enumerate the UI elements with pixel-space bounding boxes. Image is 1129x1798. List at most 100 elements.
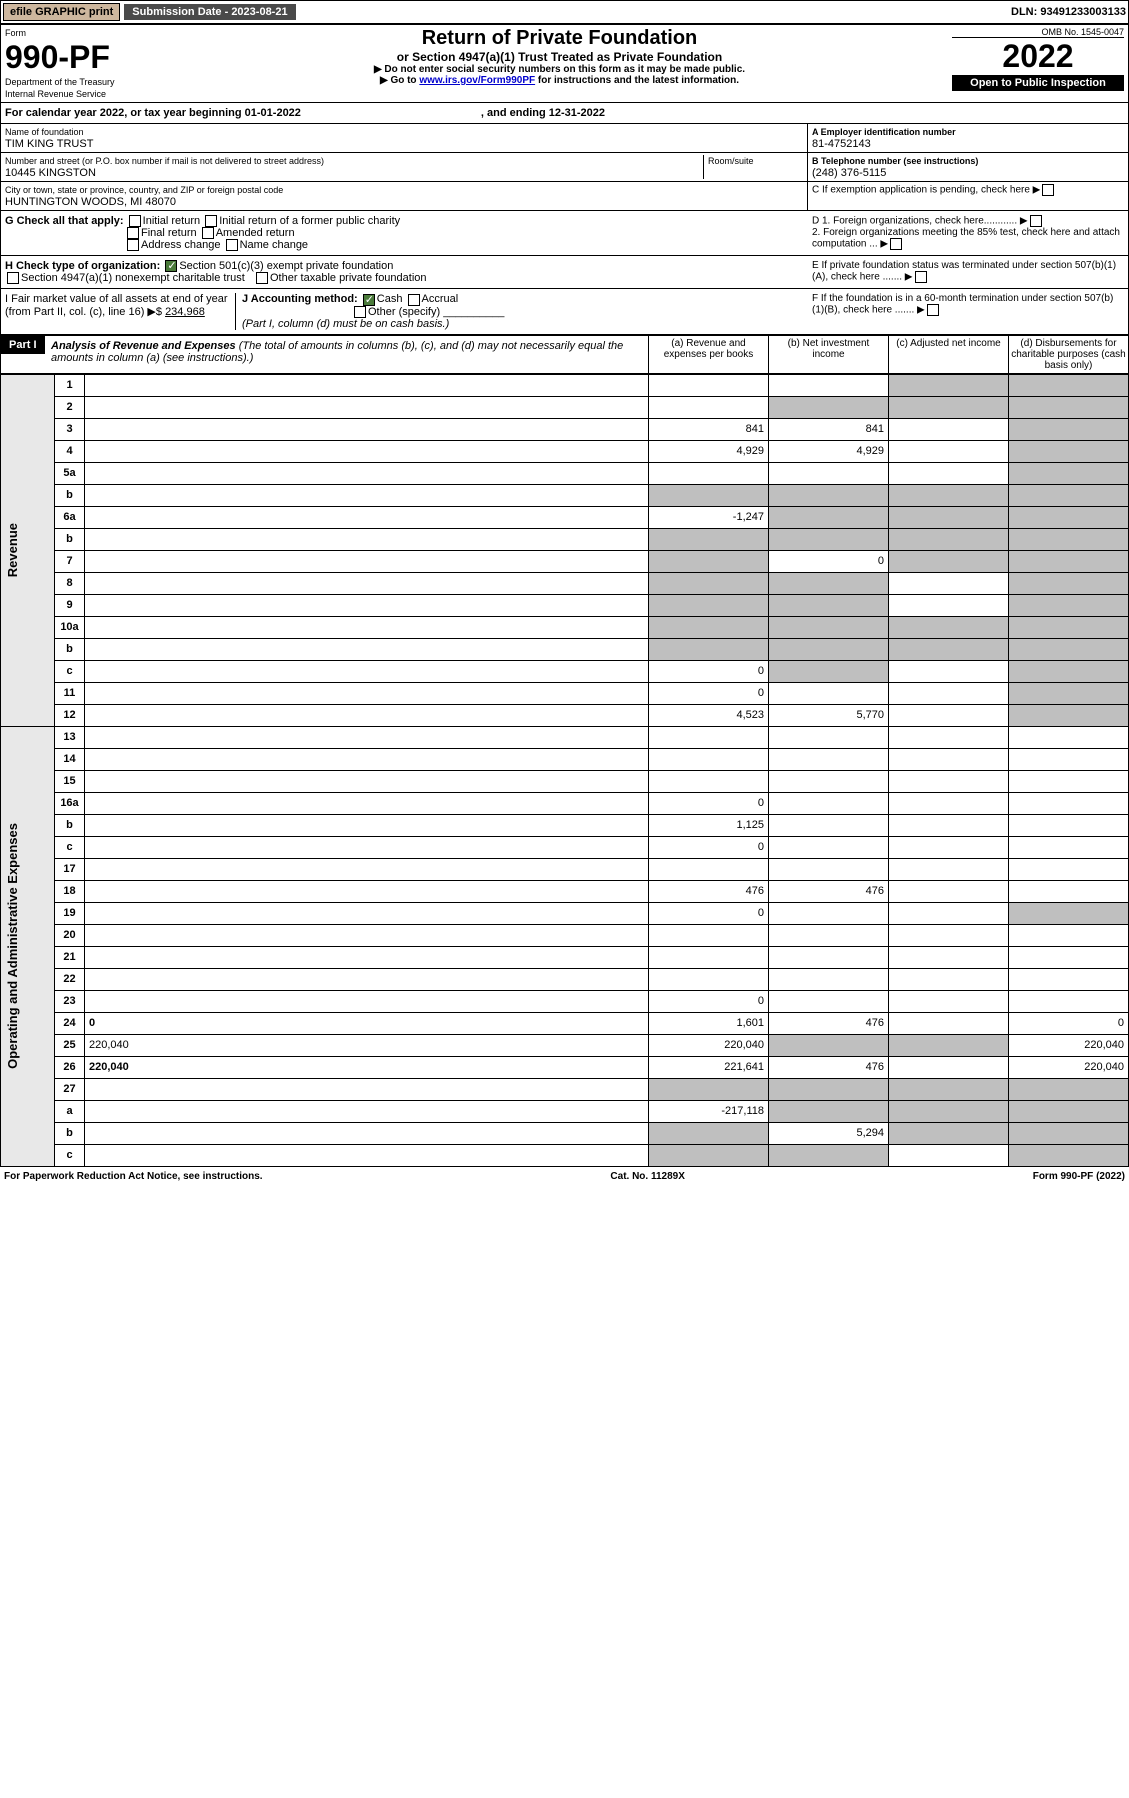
g-initial-former[interactable] [205,215,217,227]
g-name[interactable] [226,239,238,251]
h-4947[interactable] [7,272,19,284]
cell-a: 1,125 [649,814,769,836]
line-desc [85,836,649,858]
table-row: 230 [1,990,1129,1012]
cell-c [889,396,1009,418]
cell-c [889,1100,1009,1122]
cell-c [889,792,1009,814]
line-num: 13 [55,726,85,748]
cell-a: 4,523 [649,704,769,726]
cell-b [769,858,889,880]
cell-d [1009,682,1129,704]
line-desc [85,902,649,924]
line-num: 14 [55,748,85,770]
d1-box[interactable] [1030,215,1042,227]
line-num: 24 [55,1012,85,1034]
d2-box[interactable] [890,238,902,250]
line-desc [85,792,649,814]
g-addr[interactable] [127,239,139,251]
line-desc [85,770,649,792]
g-final[interactable] [127,227,139,239]
cell-b [769,1144,889,1166]
h-501c3[interactable] [165,260,177,272]
cell-c [889,440,1009,462]
line-num: 22 [55,968,85,990]
cell-d [1009,814,1129,836]
d2: 2. Foreign organizations meeting the 85%… [812,227,1120,250]
cell-a [649,924,769,946]
cell-d: 220,040 [1009,1034,1129,1056]
j-note: (Part I, column (d) must be on cash basi… [242,318,449,330]
line-desc [85,748,649,770]
cell-b [769,1034,889,1056]
link[interactable]: www.irs.gov/Form990PF [419,75,535,86]
j-acc[interactable] [408,294,420,306]
cell-d [1009,396,1129,418]
line-num: b [55,638,85,660]
cell-d [1009,924,1129,946]
line-desc [85,946,649,968]
line-num: 21 [55,946,85,968]
cell-a: 220,040 [649,1034,769,1056]
main-table: Revenue12384184144,9294,9295ab6a-1,247b7… [0,374,1129,1167]
line-num: 15 [55,770,85,792]
table-row: 27 [1,1078,1129,1100]
line-num: 5a [55,462,85,484]
side-expenses: Operating and Administrative Expenses [5,823,20,1069]
cell-c [889,924,1009,946]
c-box[interactable] [1042,184,1054,196]
note1: ▶ Do not enter social security numbers o… [175,64,944,75]
cell-a: 4,929 [649,440,769,462]
cell-d [1009,1100,1129,1122]
cell-b [769,726,889,748]
table-row: b1,125 [1,814,1129,836]
line-num: 4 [55,440,85,462]
g-lbl: G Check all that apply: [5,215,124,227]
g-amended[interactable] [202,227,214,239]
line-num: 16a [55,792,85,814]
j-cash[interactable] [363,294,375,306]
line-desc [85,1144,649,1166]
line-desc [85,550,649,572]
name-row: Name of foundationTIM KING TRUST A Emplo… [0,124,1129,153]
table-row: b5,294 [1,1122,1129,1144]
cell-c [889,484,1009,506]
efile-btn[interactable]: efile GRAPHIC print [3,3,120,21]
f-box[interactable] [927,304,939,316]
cell-a [649,484,769,506]
table-row: 17 [1,858,1129,880]
line-desc [85,968,649,990]
cell-c [889,704,1009,726]
addr-row: Number and street (or P.O. box number if… [0,153,1129,182]
line-num: 26 [55,1056,85,1078]
line-desc [85,682,649,704]
line-desc [85,484,649,506]
cell-b: 476 [769,1012,889,1034]
cell-a [649,572,769,594]
cell-c [889,374,1009,396]
cell-b [769,594,889,616]
cell-b [769,660,889,682]
line-num: 1 [55,374,85,396]
line-num: b [55,484,85,506]
table-row: b [1,484,1129,506]
cell-b [769,396,889,418]
col-d: (d) Disbursements for charitable purpose… [1008,336,1128,373]
pra: For Paperwork Reduction Act Notice, see … [4,1171,263,1182]
f-text: F If the foundation is in a 60-month ter… [812,293,1113,316]
col-a: (a) Revenue and expenses per books [648,336,768,373]
room-lbl: Room/suite [708,156,754,166]
line-num: 18 [55,880,85,902]
g-initial[interactable] [129,215,141,227]
table-row: Revenue1 [1,374,1129,396]
e-box[interactable] [915,271,927,283]
h-other[interactable] [256,272,268,284]
cell-d [1009,638,1129,660]
cell-a: -1,247 [649,506,769,528]
line-desc [85,726,649,748]
j-other[interactable] [354,306,366,318]
cell-d [1009,968,1129,990]
cell-d [1009,990,1129,1012]
cell-d [1009,792,1129,814]
cell-c [889,946,1009,968]
